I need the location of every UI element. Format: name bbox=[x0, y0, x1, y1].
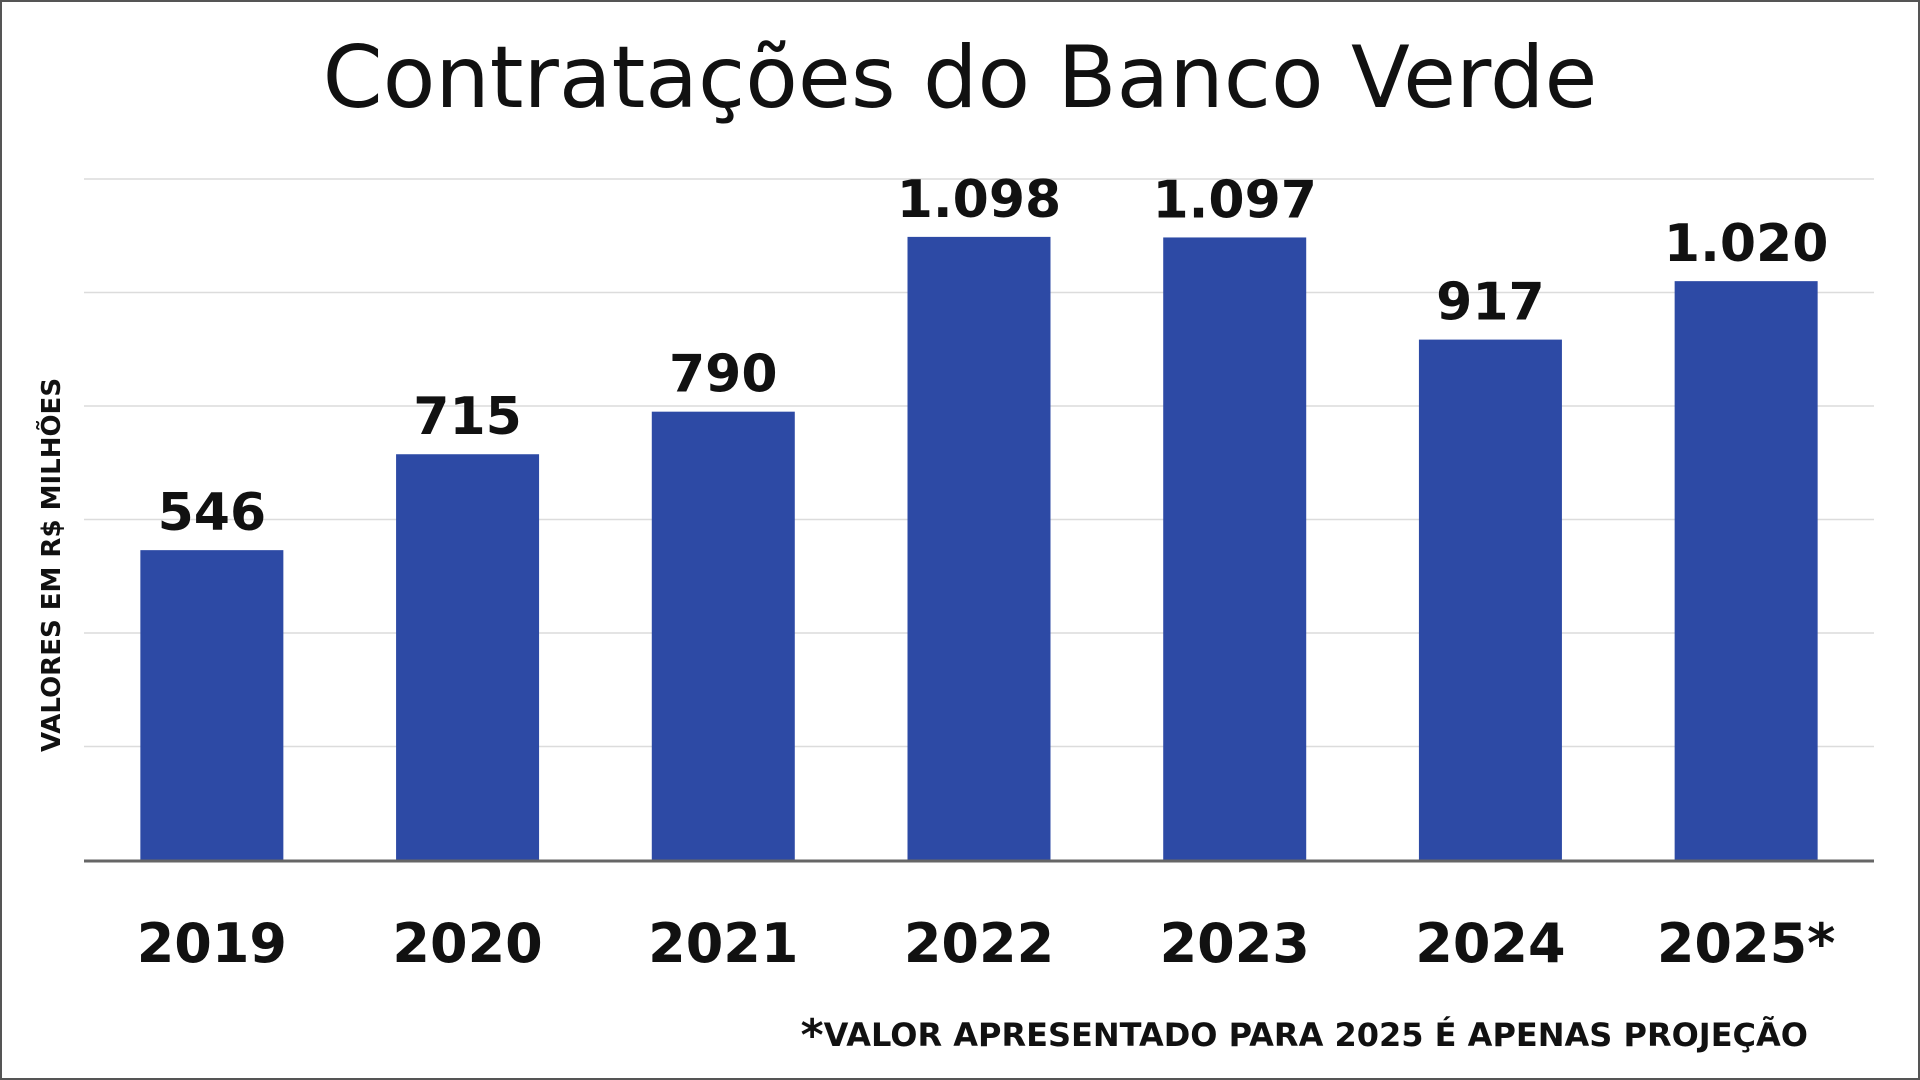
bars bbox=[140, 236, 1818, 860]
value-label-2021: 790 bbox=[669, 345, 778, 405]
x-tick-2023: 2023 bbox=[1160, 912, 1310, 975]
value-labels: 546 715 790 1.098 1.097 917 1.020 bbox=[158, 170, 1829, 543]
x-tick-2025*: 2025* bbox=[1657, 912, 1836, 975]
footnote: *VALOR APRESENTADO PARA 2025 É APENAS PR… bbox=[801, 1010, 1808, 1061]
bar-2019 bbox=[140, 550, 284, 860]
bar-2021 bbox=[651, 411, 795, 860]
x-tick-2019: 2019 bbox=[137, 912, 287, 975]
x-tick-2021: 2021 bbox=[648, 912, 798, 975]
bar-2024 bbox=[1418, 339, 1562, 860]
x-tick-labels: 2019 2020 2021 2022 2023 2024 2025* bbox=[137, 912, 1836, 975]
value-label-2025*: 1.020 bbox=[1664, 214, 1828, 274]
value-label-2023: 1.097 bbox=[1152, 170, 1316, 230]
bar-2022 bbox=[907, 236, 1051, 860]
footnote-text: VALOR APRESENTADO PARA 2025 É APENAS PRO… bbox=[823, 1016, 1808, 1054]
value-label-2022: 1.098 bbox=[897, 170, 1061, 230]
chart-title: Contratações do Banco Verde bbox=[322, 28, 1598, 128]
value-label-2024: 917 bbox=[1436, 273, 1545, 333]
bar-2023 bbox=[1163, 237, 1307, 860]
x-tick-2022: 2022 bbox=[904, 912, 1054, 975]
value-label-2019: 546 bbox=[158, 483, 267, 543]
x-tick-2024: 2024 bbox=[1415, 912, 1565, 975]
footnote-star: * bbox=[800, 1010, 824, 1061]
bar-2025* bbox=[1674, 281, 1818, 860]
value-label-2020: 715 bbox=[413, 387, 522, 447]
bar-2020 bbox=[396, 454, 540, 860]
x-tick-2020: 2020 bbox=[392, 912, 542, 975]
